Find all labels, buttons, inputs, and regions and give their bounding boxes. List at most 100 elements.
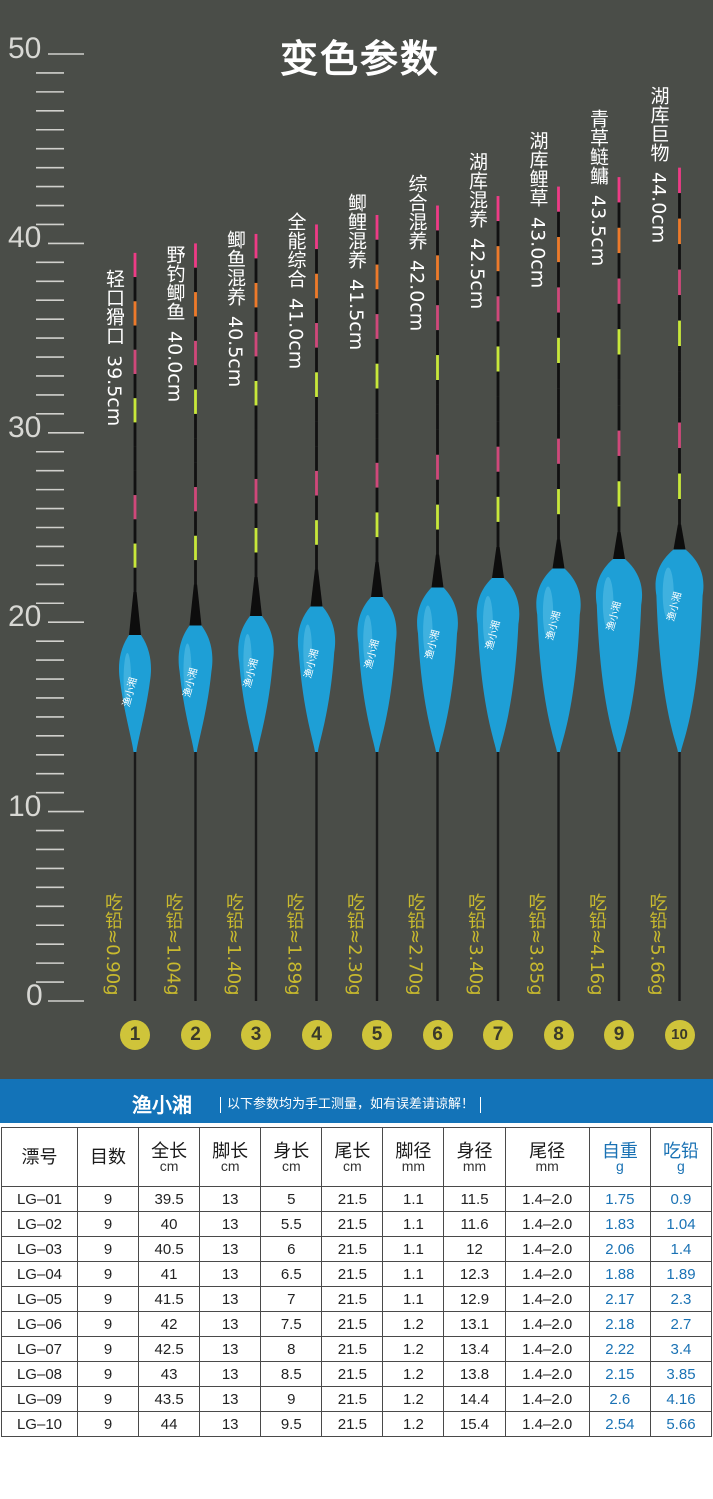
- float-number-badge: 9: [604, 1020, 634, 1050]
- antenna-segment: [617, 177, 621, 203]
- table-row: LG–01 9 39.5 13 5 21.5 1.1 11.5 1.4–2.0 1.75 0.9: [1, 1186, 713, 1212]
- float-shoulder: [613, 532, 625, 559]
- antenna-segment: [678, 346, 681, 372]
- table-cell: 2.3: [649, 1286, 713, 1312]
- column-header-unit: g: [677, 1158, 685, 1174]
- float-highlight: [423, 605, 433, 658]
- antenna-segment: [315, 520, 318, 545]
- table-cell: 1.2: [382, 1311, 445, 1337]
- table-cell: 13.4: [443, 1336, 506, 1362]
- antenna-segment: [436, 404, 439, 430]
- antenna-segment: [678, 473, 681, 500]
- table-cell: 2.22: [588, 1336, 651, 1362]
- table-cell: 21.5: [321, 1186, 384, 1212]
- table-cell: 2.17: [588, 1286, 651, 1312]
- antenna-segment: [133, 398, 137, 423]
- table-cell: 9: [76, 1311, 140, 1337]
- antenna-segment: [194, 389, 197, 414]
- table-cell: 9: [76, 1261, 140, 1287]
- column-header-unit: cm: [220, 1158, 240, 1174]
- antenna-segment: [254, 233, 258, 259]
- table-cell: 40: [138, 1211, 201, 1237]
- table-cell: 14.4: [443, 1386, 506, 1412]
- table-cell: 5.5: [260, 1211, 323, 1237]
- antenna-segment: [375, 462, 379, 488]
- table-cell: 9: [76, 1336, 140, 1362]
- table-cell: 3.4: [649, 1336, 713, 1362]
- ruler-label: 20: [8, 600, 42, 634]
- antenna-segment: [678, 422, 681, 449]
- antenna-segment: [254, 331, 258, 357]
- table-cell: 1.4–2.0: [504, 1311, 590, 1337]
- table-cell: LG–02: [1, 1211, 78, 1237]
- divider: [480, 1096, 482, 1113]
- column-header-label: 吃铅: [662, 1141, 699, 1161]
- ruler-label: 40: [8, 221, 42, 255]
- antenna-segment: [617, 430, 621, 456]
- antenna-segment: [557, 287, 560, 313]
- float-name-label: 湖库巨物 44.0cm: [647, 86, 671, 243]
- table-cell: 1.4–2.0: [504, 1236, 590, 1262]
- table-cell: LG–05: [1, 1286, 78, 1312]
- float-name-label: 青草鲢鳙 43.5cm: [586, 109, 610, 266]
- table-row: LG–03 9 40.5 13 6 21.5 1.1 12 1.4–2.0 2.06 1.4: [1, 1236, 713, 1262]
- antenna-segment: [496, 396, 500, 422]
- antenna-segment: [678, 371, 681, 398]
- float-shoulder: [552, 539, 565, 569]
- antenna-segment: [678, 167, 681, 194]
- antenna-segment: [315, 470, 318, 496]
- antenna-segment: [315, 446, 318, 471]
- table-cell: 9: [76, 1286, 140, 1312]
- float-name: 湖库巨物: [647, 85, 670, 162]
- notice-text: 以下参数均为手工测量，如有误差请谅解！: [227, 1097, 475, 1112]
- antenna-segment: [617, 354, 621, 380]
- lead-weight-label: 吃铅≈5.66g: [646, 893, 668, 996]
- antenna-segment: [617, 405, 621, 431]
- table-row: LG–05 9 41.5 13 7 21.5 1.1 12.9 1.4–2.0 2.17 2.3: [1, 1286, 713, 1312]
- antenna-segment: [315, 544, 318, 570]
- antenna-segment: [617, 455, 621, 482]
- antenna-segment: [496, 296, 500, 322]
- table-cell: 13: [199, 1386, 262, 1412]
- table-cell: LG–04: [1, 1261, 78, 1287]
- table-cell: 13: [199, 1361, 262, 1387]
- antenna-segment: [254, 552, 258, 577]
- antenna-segment: [194, 413, 197, 439]
- info-banner: [0, 1079, 713, 1123]
- antenna-segment: [617, 253, 621, 279]
- table-cell: 1.4: [649, 1236, 713, 1262]
- table-cell: 2.7: [649, 1311, 713, 1337]
- table-cell: 21.5: [321, 1286, 384, 1312]
- float-body: [417, 587, 458, 752]
- antenna-segment: [617, 303, 621, 330]
- table-row: LG–02 9 40 13 5.5 21.5 1.1 11.6 1.4–2.0 1.83 1.04: [1, 1211, 713, 1237]
- antenna-segment: [133, 349, 137, 374]
- float-shoulder: [250, 577, 262, 616]
- antenna-segment: [678, 295, 681, 321]
- float-highlight: [482, 596, 493, 648]
- table-cell: 1.4–2.0: [504, 1211, 590, 1237]
- antenna-segment: [557, 211, 560, 237]
- antenna-segment: [254, 307, 258, 332]
- float-shoulder: [492, 547, 504, 578]
- table-cell: 1.4–2.0: [504, 1286, 590, 1312]
- float-highlight: [602, 577, 614, 629]
- lead-weight-label: 吃铅≈1.89g: [283, 893, 305, 996]
- antenna-segment: [496, 471, 500, 497]
- table-cell: 13: [199, 1311, 262, 1337]
- column-header-label: 自重: [601, 1141, 638, 1161]
- table-cell: 1.89: [649, 1261, 713, 1287]
- antenna-segment: [133, 519, 137, 544]
- table-cell: 42: [138, 1311, 201, 1337]
- float-length: 43.5cm: [587, 195, 609, 267]
- table-cell: 1.1: [382, 1236, 445, 1262]
- antenna-segment: [678, 269, 681, 296]
- antenna-segment: [496, 196, 500, 222]
- float-name: 轻口猾口: [103, 268, 125, 345]
- antenna-segment: [617, 506, 621, 532]
- lead-weight-label: 吃铅≈2.30g: [344, 893, 365, 996]
- table-row: LG–10 9 44 13 9.5 21.5 1.2 15.4 1.4–2.0 2.54 5.66: [1, 1411, 713, 1437]
- antenna-segment: [133, 470, 137, 496]
- antenna-segment: [375, 239, 379, 265]
- float-name-label: 综合混养 42.0cm: [405, 174, 429, 331]
